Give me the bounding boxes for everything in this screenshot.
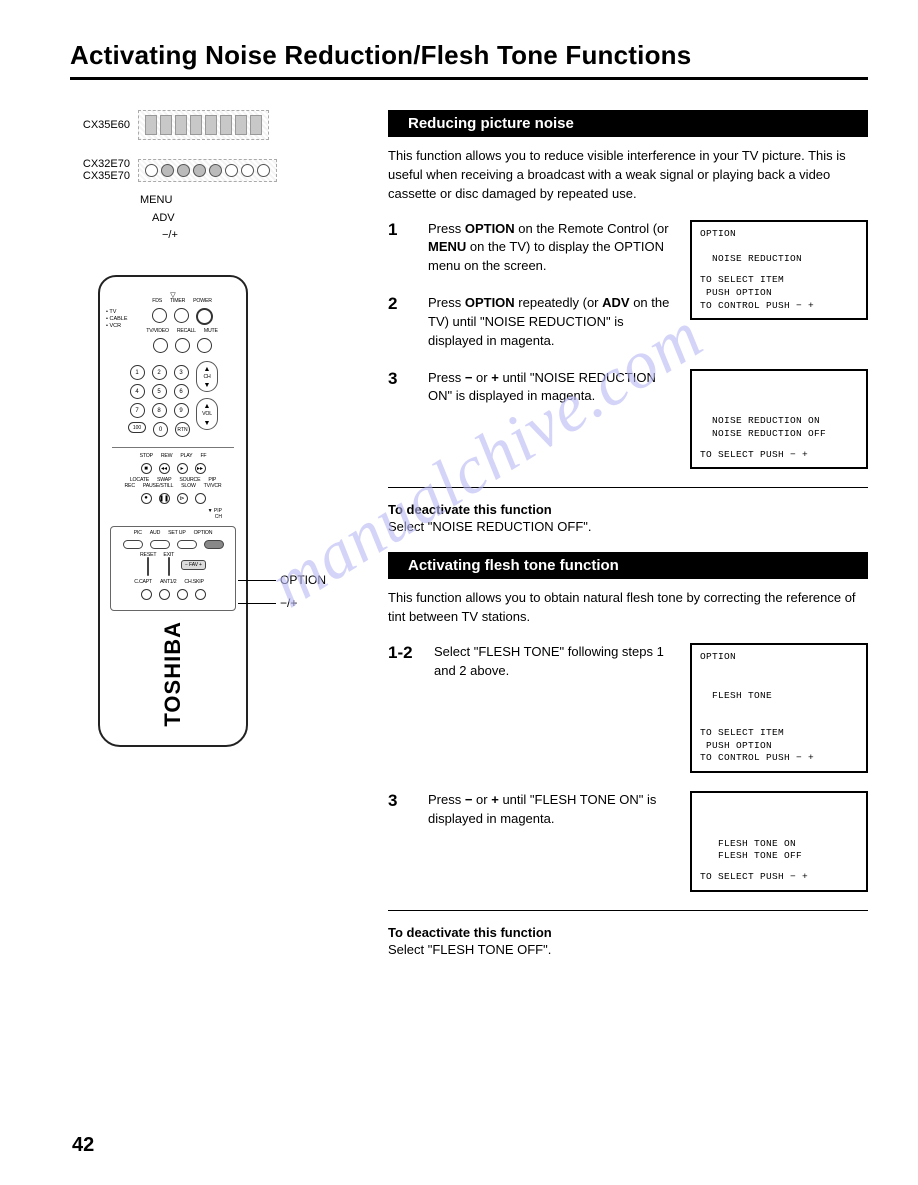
rc-num: 1 xyxy=(130,365,145,380)
rc-num: 8 xyxy=(152,403,167,418)
rc-num: 2 xyxy=(152,365,167,380)
rc-lbl: FF xyxy=(200,454,206,459)
rc-num: 7 xyxy=(130,403,145,418)
callout-option: OPTION xyxy=(280,573,326,587)
remote-control-diagram: TV CABLE VCR ▽ FDS TIMER POWER TV/VIDEO xyxy=(98,275,248,747)
step1-text: Press OPTION on the Remote Control (or M… xyxy=(428,220,678,277)
rc-btn xyxy=(174,308,189,323)
step-num: 3 xyxy=(388,369,418,407)
rc-num: 0 xyxy=(153,422,168,437)
step3b-text: Press − or + until "FLESH TONE ON" is di… xyxy=(428,791,678,829)
rc-lbl: PLAY xyxy=(180,454,192,459)
rc-option-button xyxy=(204,540,224,549)
section-heading-noise: Reducing picture noise xyxy=(388,110,868,137)
rc-lbl: PAUSE/STILL xyxy=(143,484,173,489)
rc-option-zone: PICAUDSET UPOPTION RESET EXIT −FAV+ C.CA… xyxy=(110,526,236,612)
step2-text: Press OPTION repeatedly (or ADV on the T… xyxy=(428,294,678,351)
rc-num: 3 xyxy=(174,365,189,380)
rc-btn xyxy=(152,308,167,323)
rc-num: 100 xyxy=(128,422,146,433)
rc-pip-lbl: ▼ PIP CH xyxy=(110,508,222,520)
step-num: 1 xyxy=(388,220,418,277)
rc-side-vcr: VCR xyxy=(106,323,128,330)
rc-side-tv: TV xyxy=(106,309,128,316)
tv-panel-a xyxy=(138,110,269,140)
osd-box-3: OPTION FLESH TONE TO SELECT ITEM PUSH OP… xyxy=(690,643,868,773)
osd-box-4: FLESH TONE ON FLESH TONE OFF TO SELECT P… xyxy=(690,791,868,892)
rc-btn xyxy=(175,338,190,353)
label-menu: MENU xyxy=(140,192,360,210)
rc-lbl: TIMER xyxy=(170,299,185,304)
model-label-a: CX35E60 xyxy=(70,119,130,131)
deactivate-text-2: Select "FLESH TONE OFF". xyxy=(388,942,868,957)
rc-lbl: FDS xyxy=(152,299,162,304)
osd-box-2: NOISE REDUCTION ON NOISE REDUCTION OFF T… xyxy=(690,369,868,470)
model-label-b1: CX32E70 xyxy=(70,158,130,170)
rc-num: 9 xyxy=(174,403,189,418)
rc-power-btn xyxy=(196,308,213,325)
section1-intro: This function allows you to reduce visib… xyxy=(388,147,868,204)
rc-fav-group: −FAV+ xyxy=(181,560,206,570)
rc-lbl: MUTE xyxy=(204,329,218,334)
rc-num: 4 xyxy=(130,384,145,399)
page-number: 42 xyxy=(72,1134,94,1157)
rc-lbl: REC xyxy=(125,484,135,489)
deactivate-text-1: Select "NOISE REDUCTION OFF". xyxy=(388,519,868,534)
rc-lbl: TV/VIDEO xyxy=(146,329,169,334)
step-num: 1-2 xyxy=(388,643,424,681)
model-label-b2: CX35E70 xyxy=(70,170,130,182)
step3-text: Press − or + until "NOISE REDUCTION ON" … xyxy=(428,369,678,407)
rc-lbl: TV/VCR xyxy=(204,484,222,489)
step12-text: Select "FLESH TONE" following steps 1 an… xyxy=(434,643,678,681)
label-adv: ADV xyxy=(152,210,360,228)
page-title: Activating Noise Reduction/Flesh Tone Fu… xyxy=(70,40,868,80)
osd-box-1: OPTION NOISE REDUCTION TO SELECT ITEM PU… xyxy=(690,220,868,321)
rc-lbl: RECALL xyxy=(177,329,196,334)
step-num: 2 xyxy=(388,294,418,351)
section2-intro: This function allows you to obtain natur… xyxy=(388,589,868,627)
divider xyxy=(388,487,868,488)
rc-lbl: SLOW xyxy=(181,484,195,489)
rc-btn xyxy=(153,338,168,353)
tv-panel-b xyxy=(138,159,277,182)
tv-panel-diagram: CX35E60 CX32E70 CX35E70 MENU ADV −/+ xyxy=(70,110,360,245)
rc-lbl: REW xyxy=(161,454,173,459)
rc-btn xyxy=(197,338,212,353)
rc-ch-group: ▲CH▼ xyxy=(196,361,218,392)
rc-rtn: RTN xyxy=(175,422,190,437)
brand-label: TOSHIBA xyxy=(160,621,186,727)
section-heading-flesh: Activating flesh tone function xyxy=(388,552,868,579)
step-num: 3 xyxy=(388,791,418,829)
label-pm: −/+ xyxy=(162,227,360,245)
tv-pointer-labels: MENU ADV −/+ xyxy=(140,192,360,245)
deactivate-heading-2: To deactivate this function xyxy=(388,925,868,940)
divider xyxy=(388,910,868,911)
rc-num: 5 xyxy=(152,384,167,399)
deactivate-heading-1: To deactivate this function xyxy=(388,502,868,517)
rc-side-cable: CABLE xyxy=(106,316,128,323)
rc-vol-group: ▲VOL▼ xyxy=(196,398,218,429)
rc-lbl: POWER xyxy=(193,299,212,304)
rc-num: 6 xyxy=(174,384,189,399)
rc-lbl: STOP xyxy=(140,454,153,459)
callout-pm: −/+ xyxy=(280,596,297,610)
